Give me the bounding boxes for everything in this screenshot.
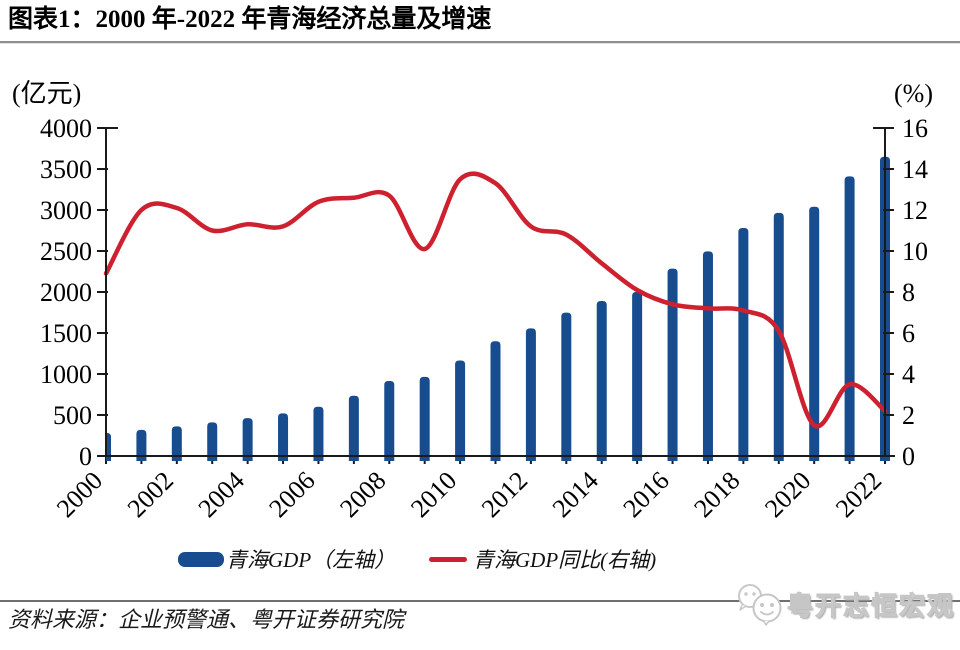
bar-series — [106, 156, 890, 461]
gdp-bar-2019 — [773, 212, 784, 461]
gdp-bar-2014 — [596, 301, 607, 461]
x-tick-label-2012: 2012 — [476, 466, 533, 523]
x-tick-label-2022: 2022 — [830, 466, 887, 523]
y-left-tick-label: 500 — [53, 401, 92, 430]
plot-area: 0 500 1000 1500 2000 2500 3000 3500 4000 0 2 4 6 8 10 1… — [40, 114, 928, 523]
left-axis-unit-label: (亿元) — [12, 79, 81, 108]
y-right-tick-label: 4 — [902, 360, 915, 389]
page-title: 图表1：2000 年-2022 年青海经济总量及增速 — [8, 6, 492, 33]
gdp-bar-2018 — [738, 228, 749, 461]
y-left-tick-label: 4000 — [40, 114, 92, 143]
gdp-bar-2020 — [809, 206, 820, 461]
gdp-bar-2009 — [419, 376, 430, 461]
y-right-tick-label: 10 — [902, 237, 928, 266]
footer-divider — [0, 600, 960, 602]
y-left-tick-label: 2000 — [40, 278, 92, 307]
y-right-tick-label: 6 — [902, 319, 915, 348]
x-tick-label-2016: 2016 — [618, 466, 675, 523]
title-divider — [0, 41, 960, 44]
legend-item-growth: 青海GDP同比(右轴) — [429, 546, 656, 572]
gdp-bar-2001 — [136, 429, 147, 461]
y-right-tick-label: 14 — [902, 155, 928, 184]
x-tick-label-2018: 2018 — [688, 466, 745, 523]
x-tick-label-2004: 2004 — [193, 466, 250, 523]
y-left-tick-label: 2500 — [40, 237, 92, 266]
y-left-tick-label: 3500 — [40, 155, 92, 184]
chart-canvas: (亿元) (%) 0500100015002000250030003500400… — [12, 79, 933, 523]
gdp-bar-2007 — [348, 395, 359, 461]
watermark-text: 粤开志恒宏观 — [786, 591, 956, 621]
gdp-bar-2006 — [313, 406, 324, 461]
gdp-bar-2000 — [106, 433, 111, 461]
y-left-tick-label: 3000 — [40, 196, 92, 225]
legend-item-gdp: 青海GDP（左轴） — [178, 546, 395, 572]
y-left-tick-label: 0 — [79, 442, 92, 471]
source-text: 资料来源：企业预警通、粤开证券研究院 — [8, 607, 405, 632]
gdp-bar-2003 — [207, 422, 218, 461]
x-tick-label-2010: 2010 — [405, 466, 462, 523]
gdp-bar-2021 — [844, 176, 855, 461]
legend-line-label: 青海GDP同比(右轴) — [473, 548, 657, 572]
y-right-tick-label: 16 — [902, 114, 928, 143]
gdp-bar-2016 — [667, 268, 678, 461]
x-tick-label-2008: 2008 — [334, 466, 391, 523]
y-right-tick-label: 8 — [902, 278, 915, 307]
x-tick-label-2002: 2002 — [122, 466, 179, 523]
y-right-tick-label: 2 — [902, 401, 915, 430]
legend-bar-swatch — [178, 551, 224, 567]
gdp-bar-2012 — [525, 328, 536, 461]
growth-line — [103, 171, 888, 429]
y-right-tick-label: 0 — [902, 442, 915, 471]
gdp-bar-2002 — [171, 426, 182, 461]
x-tick-label-2006: 2006 — [263, 466, 320, 523]
gdp-bar-2013 — [561, 312, 572, 461]
x-tick-label-2000: 2000 — [51, 466, 108, 523]
gdp-bar-2017 — [702, 251, 713, 461]
wechat-logo-icon — [738, 584, 782, 626]
x-tick-label-2020: 2020 — [759, 466, 816, 523]
y-left-tick-label: 1500 — [40, 319, 92, 348]
legend-line-swatch — [429, 556, 467, 562]
gdp-bar-2011 — [490, 341, 501, 461]
right-axis-unit-label: (%) — [894, 79, 933, 108]
gdp-bar-2008 — [384, 380, 395, 461]
gdp-bar-2005 — [278, 413, 289, 461]
gdp-bar-2004 — [242, 418, 253, 461]
y-right-tick-label: 12 — [902, 196, 928, 225]
y-left-tick-label: 1000 — [40, 360, 92, 389]
x-tick-label-2014: 2014 — [547, 466, 604, 523]
watermark: 粤开志恒宏观 — [733, 581, 958, 627]
gdp-bar-2010 — [455, 360, 466, 461]
legend-bar-label: 青海GDP（左轴） — [226, 548, 396, 572]
gdp-bar-2015 — [632, 292, 643, 461]
